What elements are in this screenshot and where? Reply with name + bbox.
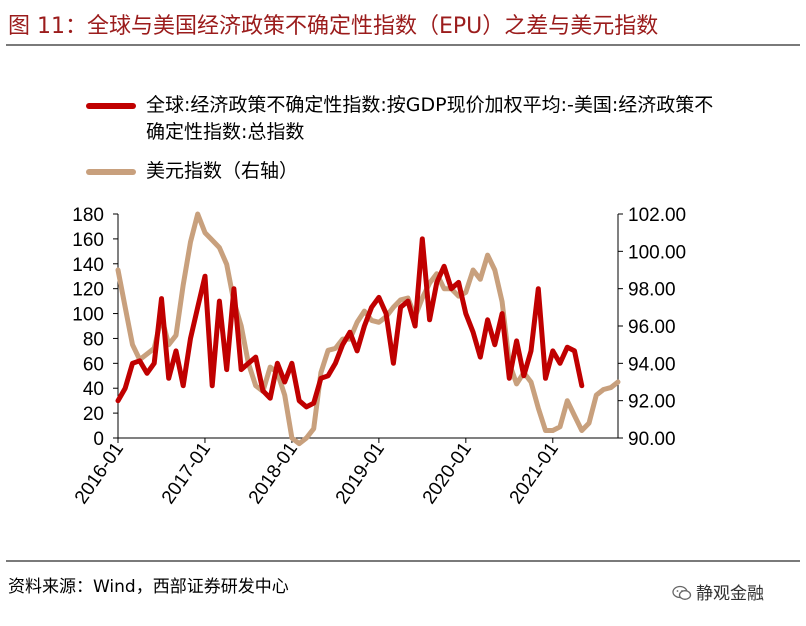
y-left-tick-label: 0 — [93, 429, 104, 450]
chart-legend: 全球:经济政策不确定性指数:按GDP现价加权平均:-美国:经济政策不确定性指数:… — [86, 92, 726, 185]
legend-swatch-usd — [86, 169, 136, 175]
legend-item-usd: 美元指数（右轴） — [86, 158, 726, 185]
x-tick-label: 2021-01 — [506, 439, 563, 508]
y-left-tick-label: 40 — [83, 379, 104, 400]
y-right-tick-label: 98.00 — [628, 280, 676, 301]
y-left-tick-label: 160 — [72, 230, 104, 251]
y-right-tick-label: 90.00 — [628, 429, 676, 450]
y-left-tick-label: 120 — [72, 280, 104, 301]
y-left-tick-label: 180 — [72, 205, 104, 226]
wechat-icon — [672, 585, 692, 600]
watermark-text: 静观金融 — [696, 584, 764, 604]
legend-item-epu: 全球:经济政策不确定性指数:按GDP现价加权平均:-美国:经济政策不确定性指数:… — [86, 92, 726, 146]
series-lines — [115, 211, 621, 447]
legend-label-usd: 美元指数（右轴） — [146, 160, 299, 182]
y-left-tick-label: 140 — [72, 255, 104, 276]
y-left-tick-label: 20 — [83, 404, 104, 425]
x-tick-label: 2019-01 — [332, 439, 389, 508]
y-left-tick-label: 60 — [83, 354, 104, 375]
chart-title: 图 11：全球与美国经济政策不确定性指数（EPU）之差与美元指数 — [8, 14, 659, 39]
y-right-tick-label: 92.00 — [628, 392, 676, 413]
title-divider — [6, 44, 800, 46]
axes: 0 20 40 60 80 100 120 140 160 180 90.00 92.00 94.00 9… — [71, 205, 686, 508]
legend-label-epu: 全球:经济政策不确定性指数:按GDP现价加权平均:-美国:经济政策不确定性指数:… — [146, 94, 714, 143]
y-right-tick-label: 102.00 — [628, 205, 686, 226]
source-note: 资料来源：Wind，西部证券研发中心 — [8, 577, 289, 597]
y-right-tick-label: 96.00 — [628, 317, 676, 338]
x-tick-label: 2018-01 — [245, 439, 302, 508]
y-right-tick-label: 100.00 — [628, 242, 686, 263]
legend-swatch-epu — [86, 103, 136, 109]
watermark: 静观金融 — [672, 579, 764, 604]
footer-divider — [6, 560, 800, 562]
y-left-tick-label: 100 — [72, 305, 104, 326]
y-right-tick-label: 94.00 — [628, 354, 676, 375]
x-tick-label: 2017-01 — [158, 439, 215, 508]
y-left-tick-label: 80 — [83, 329, 104, 350]
x-tick-label: 2020-01 — [419, 439, 476, 508]
series-line-epu-diff — [115, 236, 585, 410]
